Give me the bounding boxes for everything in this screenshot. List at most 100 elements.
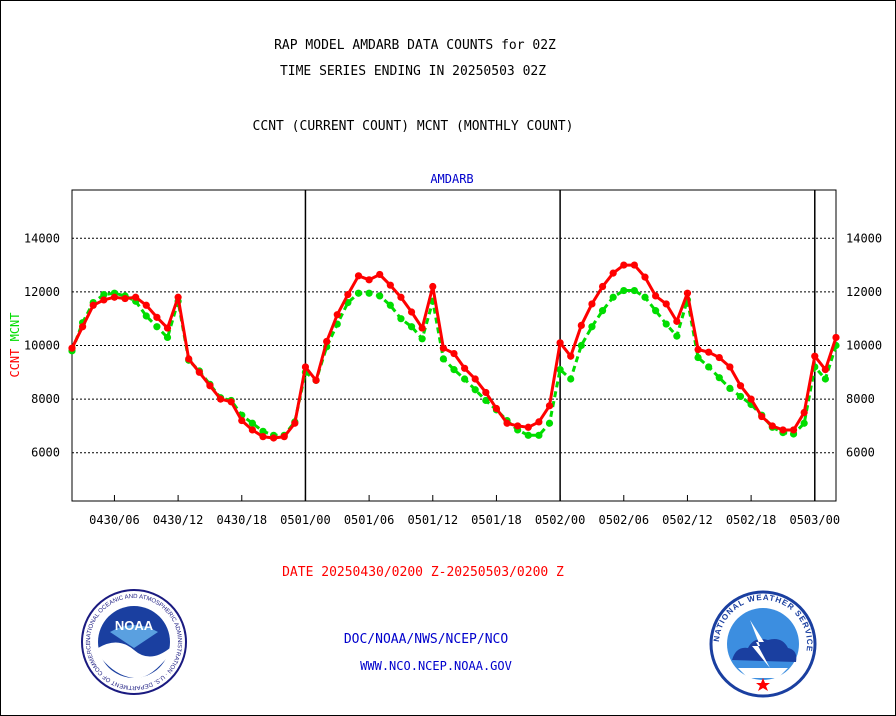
point-ccnt bbox=[280, 433, 288, 441]
point-ccnt bbox=[344, 290, 352, 299]
point-ccnt bbox=[524, 423, 532, 431]
point-ccnt bbox=[652, 292, 660, 300]
noaa-logo-text: NOAA bbox=[115, 618, 154, 633]
point-mcnt bbox=[821, 375, 829, 383]
y-tick-label-left: 10000 bbox=[24, 339, 60, 353]
point-ccnt bbox=[545, 402, 554, 410]
point-ccnt bbox=[535, 418, 543, 426]
point-mcnt bbox=[545, 419, 554, 427]
footer-agency: DOC/NOAA/NWS/NCEP/NCO bbox=[343, 632, 509, 647]
point-ccnt bbox=[89, 301, 97, 309]
point-mcnt bbox=[652, 307, 660, 315]
x-tick-label: 0430/18 bbox=[216, 513, 267, 527]
point-mcnt bbox=[142, 312, 150, 320]
point-ccnt bbox=[439, 344, 447, 352]
y-tick-label-left: 12000 bbox=[24, 285, 60, 299]
point-ccnt bbox=[503, 419, 511, 427]
noaa-logo: NOAA NATIONAL OCEANIC AND ATMOSPHERIC AD… bbox=[81, 589, 187, 695]
point-mcnt bbox=[736, 392, 745, 401]
point-mcnt bbox=[800, 419, 808, 427]
y-tick-label-right: 12000 bbox=[846, 285, 882, 299]
point-ccnt bbox=[514, 422, 522, 430]
point-mcnt bbox=[376, 292, 384, 300]
point-ccnt bbox=[142, 301, 150, 309]
point-mcnt bbox=[153, 323, 161, 331]
point-mcnt bbox=[535, 431, 543, 439]
point-ccnt bbox=[407, 308, 416, 316]
point-ccnt bbox=[694, 345, 702, 354]
point-ccnt bbox=[206, 382, 214, 390]
footer-url[interactable]: WWW.NCO.NCEP.NOAA.GOV bbox=[360, 659, 512, 673]
point-mcnt bbox=[556, 366, 564, 374]
point-ccnt bbox=[100, 296, 108, 304]
point-mcnt bbox=[524, 431, 532, 439]
point-ccnt bbox=[758, 412, 766, 421]
point-ccnt bbox=[461, 364, 469, 372]
point-ccnt bbox=[662, 300, 670, 308]
point-ccnt bbox=[110, 293, 119, 301]
point-ccnt bbox=[195, 368, 203, 376]
y-axis-label: CCNT MCNT bbox=[8, 312, 22, 377]
chart-title: RAP MODEL AMDARB DATA COUNTS for 02Z bbox=[274, 38, 556, 53]
point-ccnt bbox=[800, 408, 808, 417]
point-ccnt bbox=[588, 300, 596, 308]
chart-subtitle: CCNT (CURRENT COUNT) MCNT (MONTHLY COUNT… bbox=[252, 119, 574, 134]
y-tick-label-right: 6000 bbox=[846, 446, 875, 460]
point-mcnt bbox=[588, 323, 596, 331]
point-mcnt bbox=[577, 341, 585, 350]
point-mcnt bbox=[397, 315, 405, 323]
point-ccnt bbox=[333, 311, 341, 319]
point-ccnt bbox=[789, 426, 798, 434]
y-tick-label-right: 8000 bbox=[846, 392, 875, 406]
point-ccnt bbox=[238, 416, 246, 425]
point-mcnt bbox=[694, 353, 702, 362]
x-tick-label: 0502/12 bbox=[662, 513, 713, 527]
x-tick-label: 0502/06 bbox=[598, 513, 649, 527]
point-mcnt bbox=[705, 363, 713, 371]
point-ccnt bbox=[705, 348, 713, 356]
x-tick-label: 0502/00 bbox=[535, 513, 586, 527]
point-mcnt bbox=[567, 375, 575, 383]
y-tick-label-left: 14000 bbox=[24, 231, 60, 245]
point-ccnt bbox=[386, 281, 394, 289]
point-ccnt bbox=[259, 433, 267, 441]
point-ccnt bbox=[365, 276, 373, 284]
point-ccnt bbox=[121, 294, 129, 303]
point-mcnt bbox=[100, 290, 108, 299]
point-ccnt bbox=[248, 426, 256, 434]
point-ccnt bbox=[641, 273, 649, 281]
point-mcnt bbox=[641, 293, 649, 301]
point-ccnt bbox=[397, 293, 405, 301]
point-ccnt bbox=[185, 355, 193, 363]
point-mcnt bbox=[471, 386, 479, 394]
point-ccnt bbox=[153, 313, 161, 321]
point-ccnt bbox=[376, 270, 384, 279]
point-ccnt bbox=[492, 404, 501, 413]
point-mcnt bbox=[163, 333, 172, 342]
point-ccnt bbox=[736, 382, 745, 390]
point-ccnt bbox=[312, 376, 320, 384]
point-ccnt bbox=[216, 395, 225, 403]
point-ccnt bbox=[768, 422, 776, 430]
y-tick-label-left: 8000 bbox=[31, 392, 60, 406]
point-mcnt bbox=[365, 289, 373, 297]
point-mcnt bbox=[259, 427, 267, 435]
x-tick-label: 0430/06 bbox=[89, 513, 140, 527]
point-ccnt bbox=[471, 375, 479, 383]
x-tick-label: 0430/12 bbox=[153, 513, 204, 527]
panel-label: AMDARB bbox=[430, 172, 473, 186]
point-mcnt bbox=[418, 335, 426, 343]
point-ccnt bbox=[301, 363, 310, 371]
point-ccnt bbox=[163, 324, 172, 332]
point-ccnt bbox=[68, 344, 76, 352]
point-ccnt bbox=[832, 333, 840, 342]
point-ccnt bbox=[620, 261, 628, 269]
point-ccnt bbox=[630, 261, 638, 269]
point-mcnt bbox=[386, 301, 394, 309]
point-ccnt bbox=[673, 317, 681, 325]
point-mcnt bbox=[482, 396, 490, 405]
point-ccnt bbox=[429, 282, 437, 291]
point-mcnt bbox=[248, 419, 256, 427]
x-tick-label: 0502/18 bbox=[726, 513, 777, 527]
